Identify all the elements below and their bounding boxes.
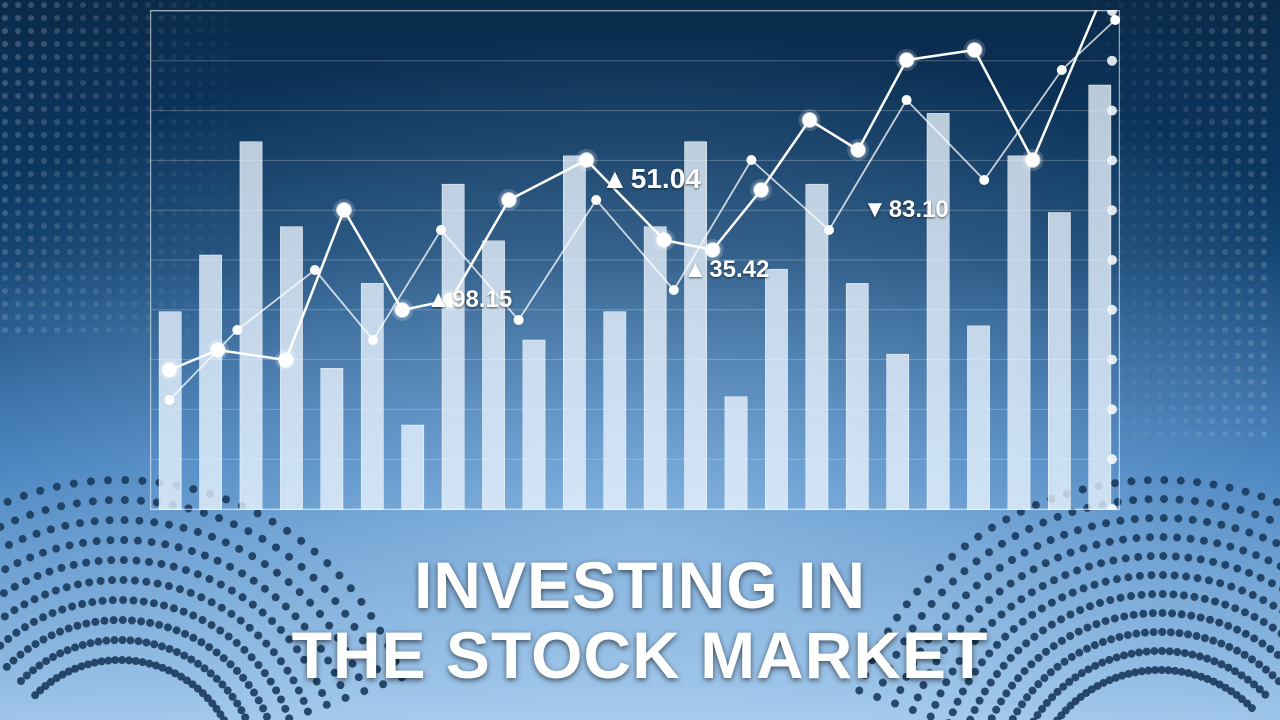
stock-chart	[150, 10, 1120, 510]
triangle-down-icon: ▼	[863, 196, 887, 224]
triangle-up-icon: ▲	[601, 163, 629, 195]
triangle-up-icon: ▲	[426, 286, 450, 314]
chart-callout-value: 83.10	[889, 196, 949, 223]
headline-title: INVESTING IN THE STOCK MARKET	[292, 551, 989, 690]
chart-callout: ▲51.04	[601, 163, 701, 195]
headline-line-2: THE STOCK MARKET	[292, 618, 989, 692]
chart-callout: ▲35.42	[684, 256, 770, 284]
chart-callout: ▼83.10	[863, 196, 949, 224]
chart-callout-value: 35.42	[709, 256, 769, 283]
headline-line-1: INVESTING IN	[414, 548, 866, 622]
chart-callout-value: 98.15	[452, 286, 512, 313]
chart-callout-value: 51.04	[631, 163, 701, 194]
chart-callout: ▲98.15	[426, 286, 512, 314]
triangle-up-icon: ▲	[684, 256, 708, 284]
